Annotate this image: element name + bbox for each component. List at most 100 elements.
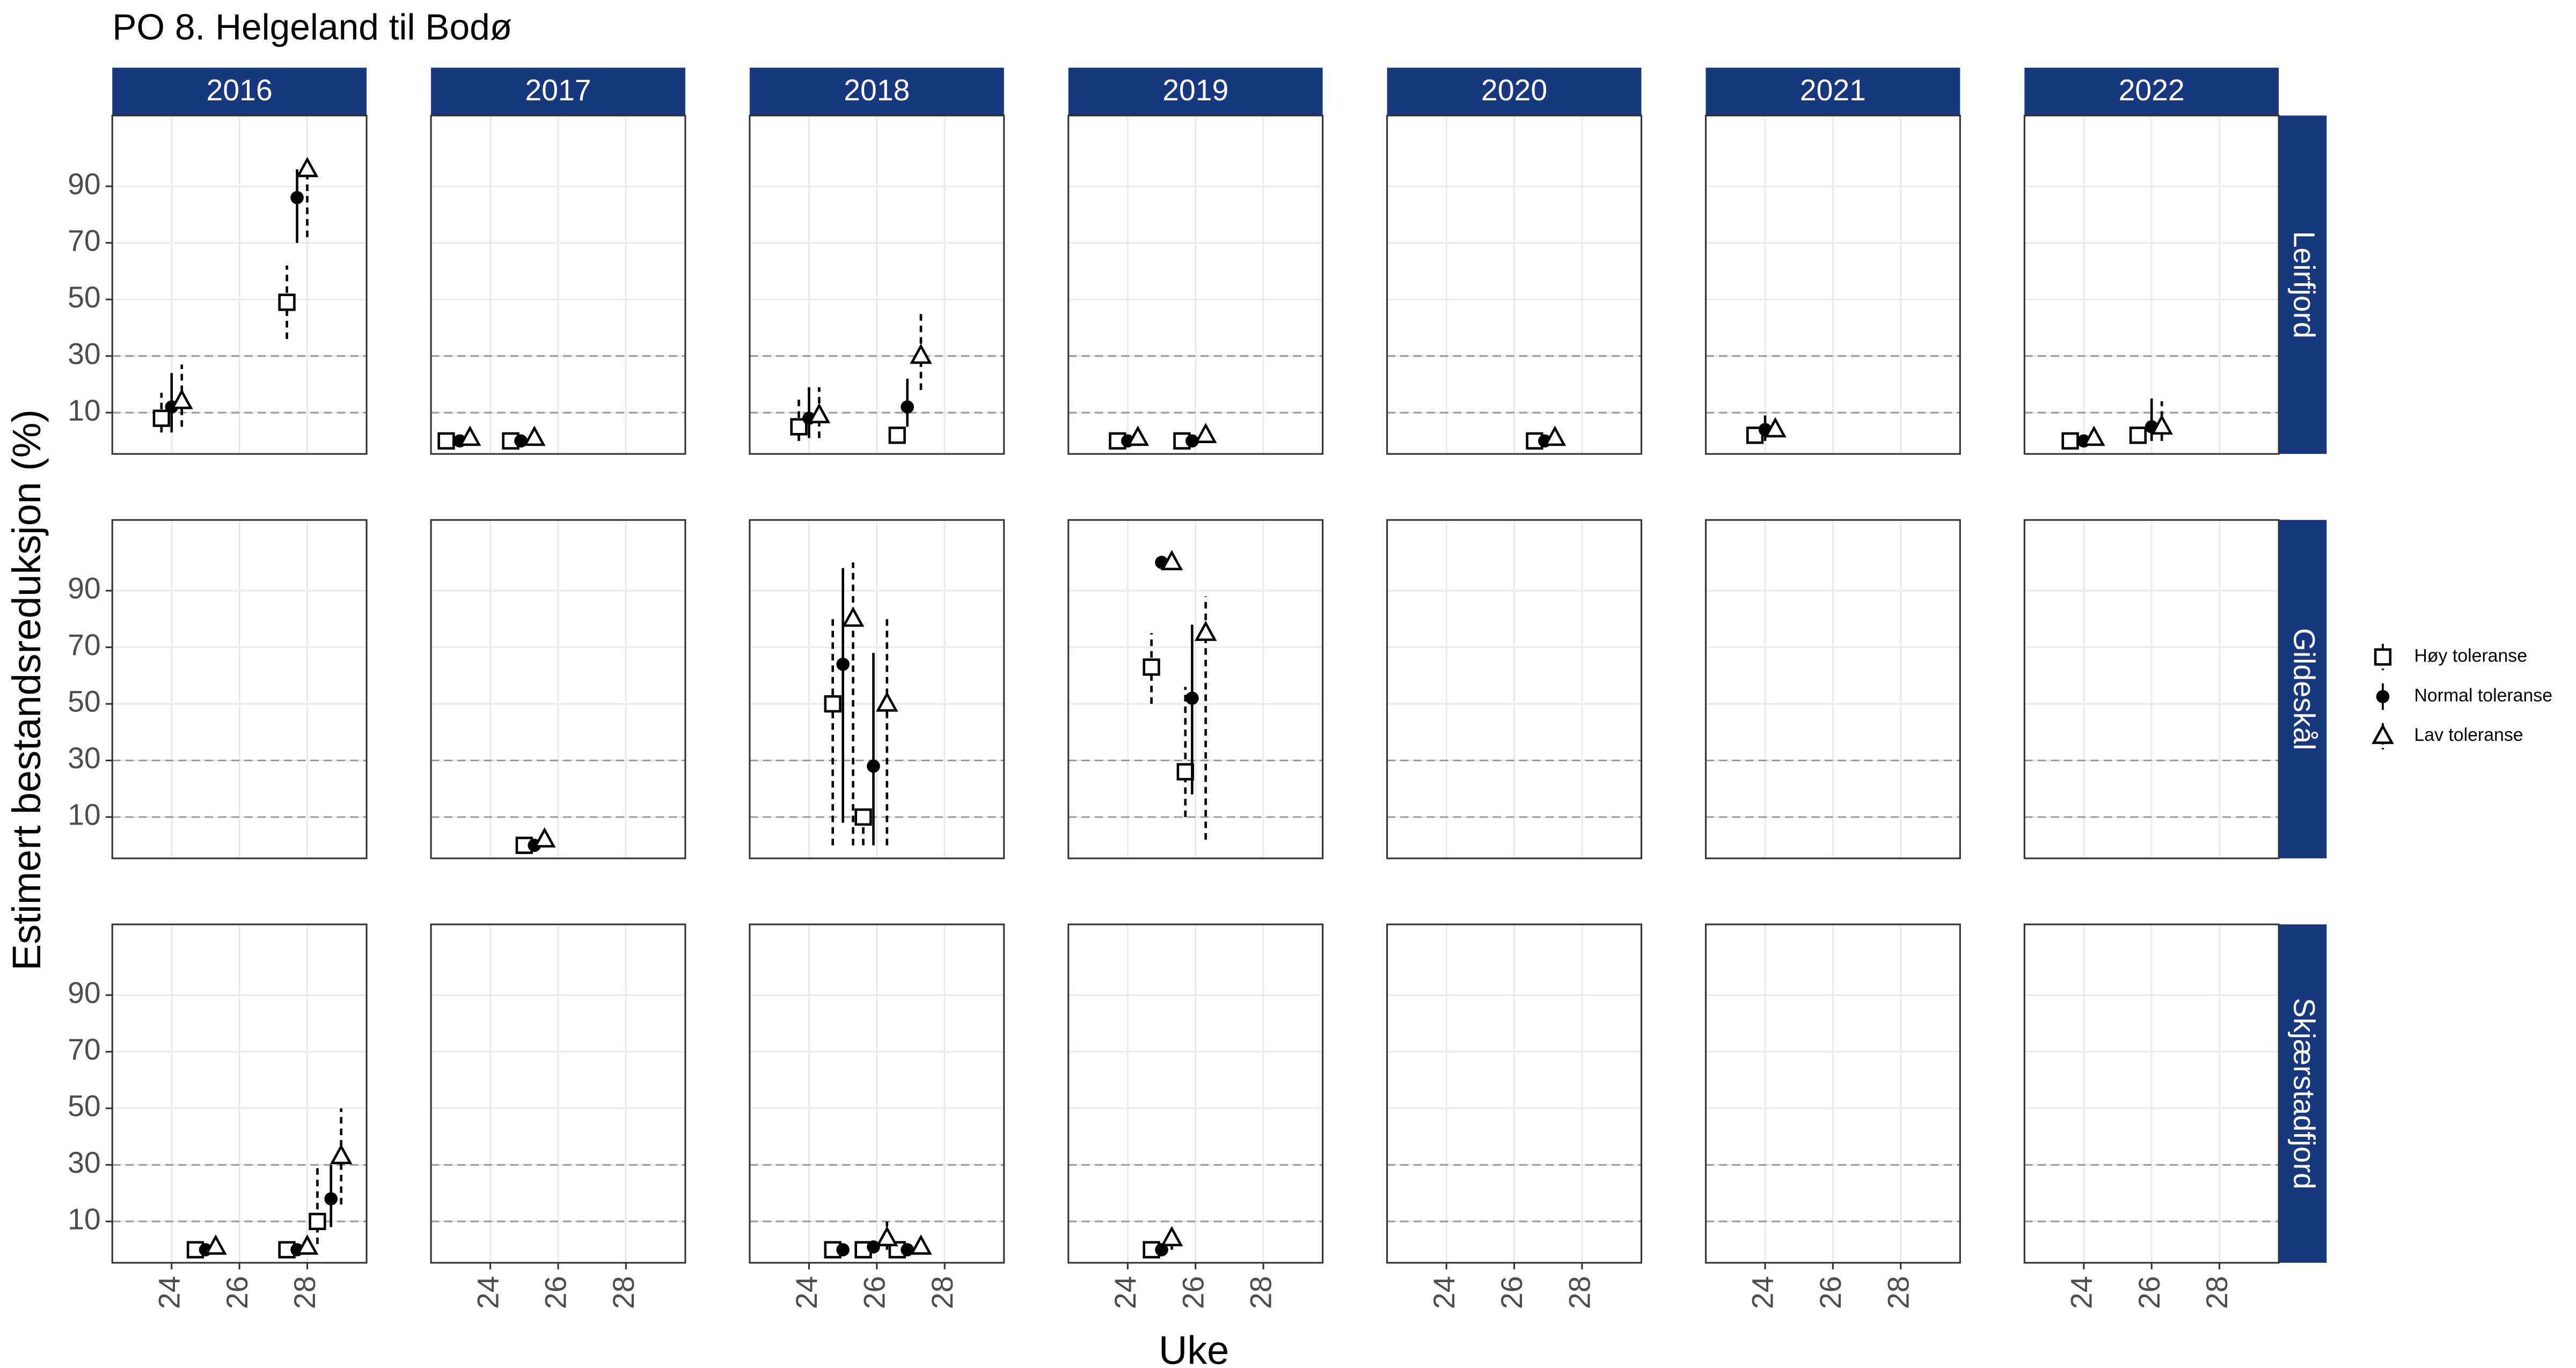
x-tick-label: 28 (2200, 1276, 2234, 1309)
marker-triangle (910, 1234, 932, 1255)
y-tick-label: 90 (68, 572, 101, 605)
panel-border (111, 519, 368, 859)
panel-border (1386, 519, 1643, 859)
x-tick-label: 26 (1814, 1276, 1847, 1309)
marker-circle (1155, 1243, 1168, 1256)
marker-triangle (458, 425, 481, 446)
x-tick-label: 28 (607, 1276, 640, 1309)
x-tick-label: 26 (1176, 1276, 1210, 1309)
facet-strip (2277, 115, 2327, 454)
marker-triangle (296, 1234, 319, 1255)
marker-circle (836, 1243, 850, 1256)
marker-square (1176, 763, 1194, 781)
legend-marker (2372, 724, 2394, 744)
marker-triangle (204, 1234, 227, 1255)
facet-strip-label: 2016 (207, 73, 273, 107)
x-tick-label: 26 (1495, 1276, 1528, 1309)
y-tick-label: 10 (68, 1202, 101, 1235)
y-tick-label: 90 (68, 976, 101, 1010)
chart-title: PO 8. Helgeland til Bodø (112, 7, 512, 47)
panel-border (2023, 519, 2280, 859)
panel-border (1386, 114, 1643, 455)
x-tick-label: 26 (221, 1276, 254, 1309)
facet-strip-label: 2018 (844, 73, 910, 107)
x-axis-label: Uke (1159, 1328, 1229, 1368)
panel-border (1067, 519, 1324, 859)
marker-triangle (808, 403, 831, 424)
x-tick-label: 26 (2133, 1276, 2166, 1309)
marker-circle (290, 191, 304, 204)
marker-triangle (2082, 425, 2105, 446)
facet-strip (749, 68, 1004, 116)
marker-triangle (1764, 417, 1787, 438)
marker-triangle (841, 606, 865, 627)
facet-strip (2277, 924, 2327, 1263)
marker-circle (1185, 692, 1199, 705)
marker-circle (901, 1243, 914, 1256)
facet-strip-label: Skjærstadfjord (2288, 998, 2321, 1189)
marker-square (1143, 658, 1160, 676)
marker-square (854, 808, 872, 826)
legend-label: Lav toleranse (2414, 725, 2523, 745)
y-tick-label: 50 (68, 685, 101, 718)
facet-strip-label: 2022 (2119, 73, 2185, 107)
marker-triangle (1160, 1226, 1183, 1247)
y-tick-label: 50 (68, 281, 101, 314)
facet-strip-label: 2021 (1800, 73, 1866, 107)
marker-square (2129, 426, 2147, 444)
marker-triangle (296, 157, 319, 178)
legend-label: Høy toleranse (2414, 646, 2527, 666)
x-tick-label: 24 (1746, 1276, 1780, 1309)
panel-border (111, 114, 368, 455)
marker-triangle (330, 1144, 353, 1165)
marker-triangle (533, 827, 556, 848)
panel-border (1704, 519, 1961, 859)
marker-triangle (875, 691, 898, 712)
marker-square (278, 293, 296, 311)
panel-border (430, 519, 686, 859)
facet-strip (431, 68, 685, 116)
marker-circle (867, 759, 880, 773)
panel-border (430, 114, 686, 455)
x-tick-label: 24 (1428, 1276, 1461, 1309)
x-tick-label: 24 (152, 1276, 186, 1309)
marker-circle (867, 1240, 880, 1254)
marker-circle (324, 1192, 338, 1205)
facet-strip-label: 2020 (1481, 73, 1547, 107)
y-tick-label: 30 (68, 741, 101, 775)
facet-strip-label: Leirfjord (2288, 231, 2321, 339)
marker-circle (1185, 434, 1199, 448)
panel-border (2023, 114, 2280, 455)
facet-strip-label: 2017 (525, 73, 591, 107)
y-tick-label: 90 (68, 167, 101, 201)
x-tick-label: 24 (1109, 1276, 1142, 1309)
marker-square (309, 1212, 326, 1230)
y-tick-label: 70 (68, 1033, 101, 1066)
panel-border (1067, 114, 1324, 455)
facet-strip-label: Gildeskål (2288, 628, 2321, 751)
x-tick-label: 26 (539, 1276, 573, 1309)
marker-triangle (875, 1226, 898, 1247)
legend-marker (2374, 648, 2392, 666)
marker-triangle (1194, 620, 1217, 641)
facet-strip (2024, 68, 2279, 116)
marker-circle (514, 434, 528, 448)
marker-triangle (910, 343, 932, 364)
y-tick-label: 50 (68, 1090, 101, 1123)
x-tick-label: 28 (1882, 1276, 1915, 1309)
x-tick-label: 26 (858, 1276, 891, 1309)
marker-triangle (1126, 425, 1150, 446)
marker-square (824, 695, 841, 713)
y-tick-label: 10 (68, 798, 101, 832)
x-tick-label: 28 (1563, 1276, 1597, 1309)
x-tick-label: 28 (288, 1276, 321, 1309)
facet-strip (1387, 68, 1642, 116)
y-tick-label: 10 (68, 394, 101, 427)
y-tick-label: 70 (68, 224, 101, 257)
marker-square (2061, 432, 2079, 450)
marker-triangle (523, 425, 546, 446)
y-tick-label: 30 (68, 337, 101, 370)
facet-strip (112, 68, 367, 116)
